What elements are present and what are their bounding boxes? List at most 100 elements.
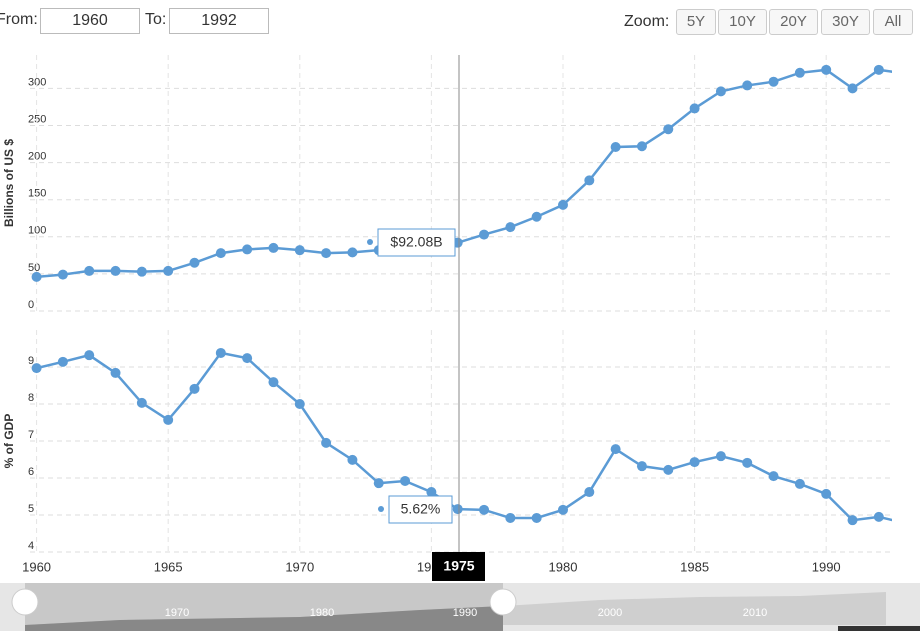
point: [584, 487, 595, 498]
point: [31, 363, 42, 374]
point: [189, 383, 200, 394]
point: [452, 504, 463, 515]
point: [163, 265, 174, 276]
point: [242, 244, 253, 255]
point: [557, 504, 568, 515]
point: [136, 397, 147, 408]
y-tick-label: 0: [28, 299, 34, 311]
point: [742, 457, 753, 468]
point: [821, 488, 832, 499]
y-tick-label: 9: [28, 355, 34, 367]
navigator-series-selected: [25, 606, 503, 631]
point: [426, 487, 437, 498]
point: [215, 248, 226, 259]
navigator-label: 2010: [743, 607, 767, 619]
point: [821, 64, 832, 75]
point: [163, 414, 174, 425]
zoom-button[interactable]: 10Y: [718, 9, 767, 35]
y-tick-label: 100: [28, 225, 46, 237]
zoom-button[interactable]: All: [873, 9, 913, 35]
series: [31, 347, 910, 528]
point: [110, 265, 121, 276]
point: [663, 124, 674, 135]
x-tick-label: 1960: [22, 559, 51, 574]
navigator-label: 1980: [310, 607, 334, 619]
point: [347, 454, 358, 465]
point: [268, 377, 279, 388]
y-tick-label: 250: [28, 113, 46, 125]
y-axis-title: % of GDP: [2, 414, 16, 469]
to-label: To:: [145, 11, 167, 28]
point: [268, 242, 279, 253]
navigator-handle[interactable]: [11, 588, 39, 616]
point: [373, 478, 384, 489]
navigator-label: 1990: [453, 607, 477, 619]
point: [84, 265, 95, 276]
point: [557, 199, 568, 210]
tooltip-pointer: [378, 506, 384, 512]
point: [321, 248, 332, 259]
point: [479, 504, 490, 515]
x-tick-label: 1990: [812, 559, 841, 574]
point: [715, 86, 726, 97]
from-label: From:: [0, 11, 38, 28]
y-tick-label: 150: [28, 188, 46, 200]
navigator-handle[interactable]: [489, 588, 517, 616]
point: [294, 399, 305, 409]
point: [242, 353, 253, 364]
x-tick-label: 1980: [549, 559, 578, 574]
line: [36, 351, 892, 522]
y-tick-label: 50: [28, 262, 40, 274]
to-input[interactable]: 1992: [169, 8, 269, 34]
point: [189, 257, 200, 268]
zoom-button[interactable]: 20Y: [769, 9, 818, 35]
point: [505, 512, 516, 523]
point: [715, 451, 726, 462]
point: [873, 64, 884, 75]
point: [847, 515, 858, 526]
point: [847, 83, 858, 94]
y-tick-label: 4: [28, 540, 34, 552]
from-input[interactable]: 1960: [40, 8, 140, 34]
point: [873, 511, 884, 522]
navigator-label: 1970: [165, 607, 189, 619]
point: [610, 444, 621, 455]
zoom-button[interactable]: 5Y: [676, 9, 716, 35]
point: [505, 222, 516, 233]
tooltip-text: $92.08B: [390, 234, 442, 250]
point: [636, 141, 647, 152]
point: [347, 247, 358, 258]
x-tick-label: 1970: [285, 559, 314, 574]
point: [110, 367, 121, 378]
y-tick-label: 300: [28, 76, 46, 88]
point: [742, 80, 753, 91]
point: [636, 461, 647, 472]
zoom-label: Zoom:: [624, 13, 670, 30]
point: [57, 356, 68, 367]
line: [36, 68, 892, 279]
zoom-button[interactable]: 30Y: [821, 9, 870, 35]
point: [215, 347, 226, 358]
point: [794, 478, 805, 489]
point: [31, 271, 42, 282]
y-axis-title: Billions of US $: [2, 139, 16, 227]
y-tick-label: 7: [28, 429, 34, 441]
series: [31, 64, 910, 282]
point: [294, 245, 305, 256]
navigator-label: 2000: [598, 607, 622, 619]
point: [400, 475, 411, 486]
point: [768, 76, 779, 87]
y-tick-label: 5: [28, 503, 34, 515]
point: [768, 471, 779, 482]
scrollbar[interactable]: [838, 626, 920, 631]
point: [663, 464, 674, 475]
y-tick-label: 8: [28, 392, 34, 404]
point: [479, 229, 490, 240]
point: [900, 518, 910, 528]
point: [900, 69, 910, 79]
x-tick-label: 1965: [154, 559, 183, 574]
point: [610, 142, 621, 153]
point: [584, 175, 595, 186]
